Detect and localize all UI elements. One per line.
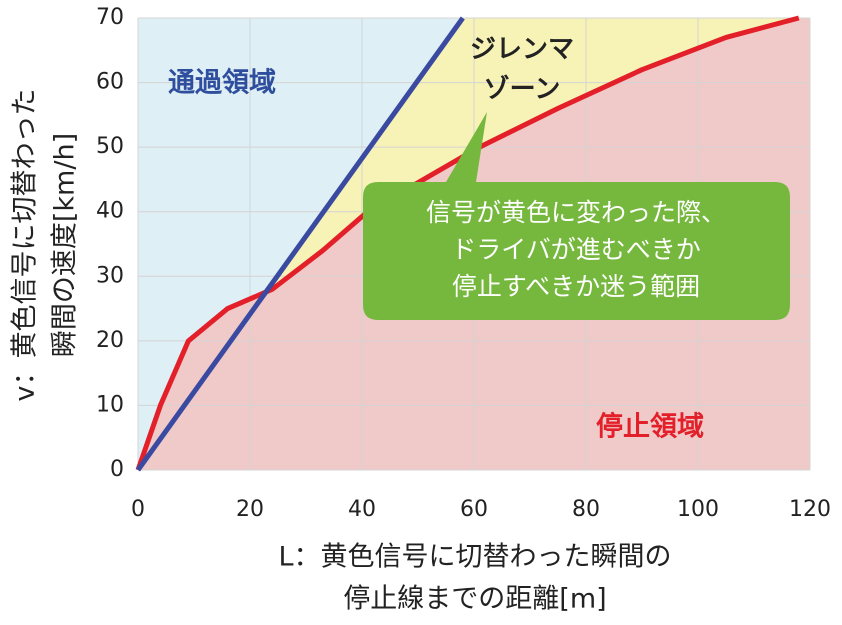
x-tick-label: 40 — [348, 497, 376, 522]
y-tick-label: 60 — [96, 70, 124, 95]
series — [135, 15, 800, 472]
series-line — [135, 15, 800, 471]
x-tick-label: 80 — [572, 497, 600, 522]
y-tick-label: 0 — [110, 457, 124, 482]
y-tick-label: 70 — [96, 5, 124, 30]
region-label: 通過領域 — [168, 67, 276, 99]
callout-text: 停止すべきか迷う範囲 — [452, 272, 700, 301]
x-tick-label: 60 — [460, 497, 488, 522]
series-line — [135, 16, 465, 472]
y-axis-label: v：黄色信号に切替わった — [10, 89, 41, 402]
x-tick-label: 120 — [789, 497, 831, 522]
x-tick-label: 20 — [236, 497, 264, 522]
y-tick-label: 50 — [96, 134, 124, 159]
x-tick-label: 0 — [131, 497, 145, 522]
region-label: ゾーン — [484, 74, 561, 105]
x-axis-label: 停止線までの距離[m] — [343, 584, 606, 615]
y-tick-label: 40 — [96, 199, 124, 224]
x-axis-label: L：黄色信号に切替わった瞬間の — [278, 542, 671, 573]
region-label: ジレンマ — [470, 35, 574, 65]
region-label: 停止領域 — [596, 411, 704, 443]
y-axis-label: 瞬間の速度[km/h] — [50, 133, 81, 357]
x-tick-label: 100 — [677, 497, 719, 522]
callout-text: ドライバが進むべきか — [451, 235, 701, 264]
callout-text: 信号が黄色に変わった際、 — [426, 198, 726, 227]
y-tick-label: 30 — [96, 263, 124, 288]
y-tick-label: 10 — [96, 392, 124, 417]
callout-bubble — [363, 112, 790, 320]
y-tick-label: 20 — [96, 328, 124, 353]
